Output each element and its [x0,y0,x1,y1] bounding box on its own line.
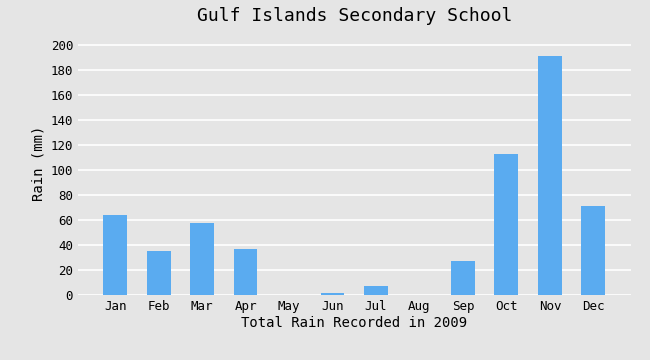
Title: Gulf Islands Secondary School: Gulf Islands Secondary School [196,7,512,25]
Bar [495,154,519,295]
Bar [320,293,344,295]
Bar [538,56,562,295]
Bar [364,287,388,295]
X-axis label: Total Rain Recorded in 2009: Total Rain Recorded in 2009 [241,316,467,330]
Bar [147,251,170,295]
Bar [103,215,127,295]
Bar [233,249,257,295]
Y-axis label: Rain (mm): Rain (mm) [31,126,45,202]
Bar [190,222,214,295]
Bar [582,206,605,295]
Bar [451,261,475,295]
